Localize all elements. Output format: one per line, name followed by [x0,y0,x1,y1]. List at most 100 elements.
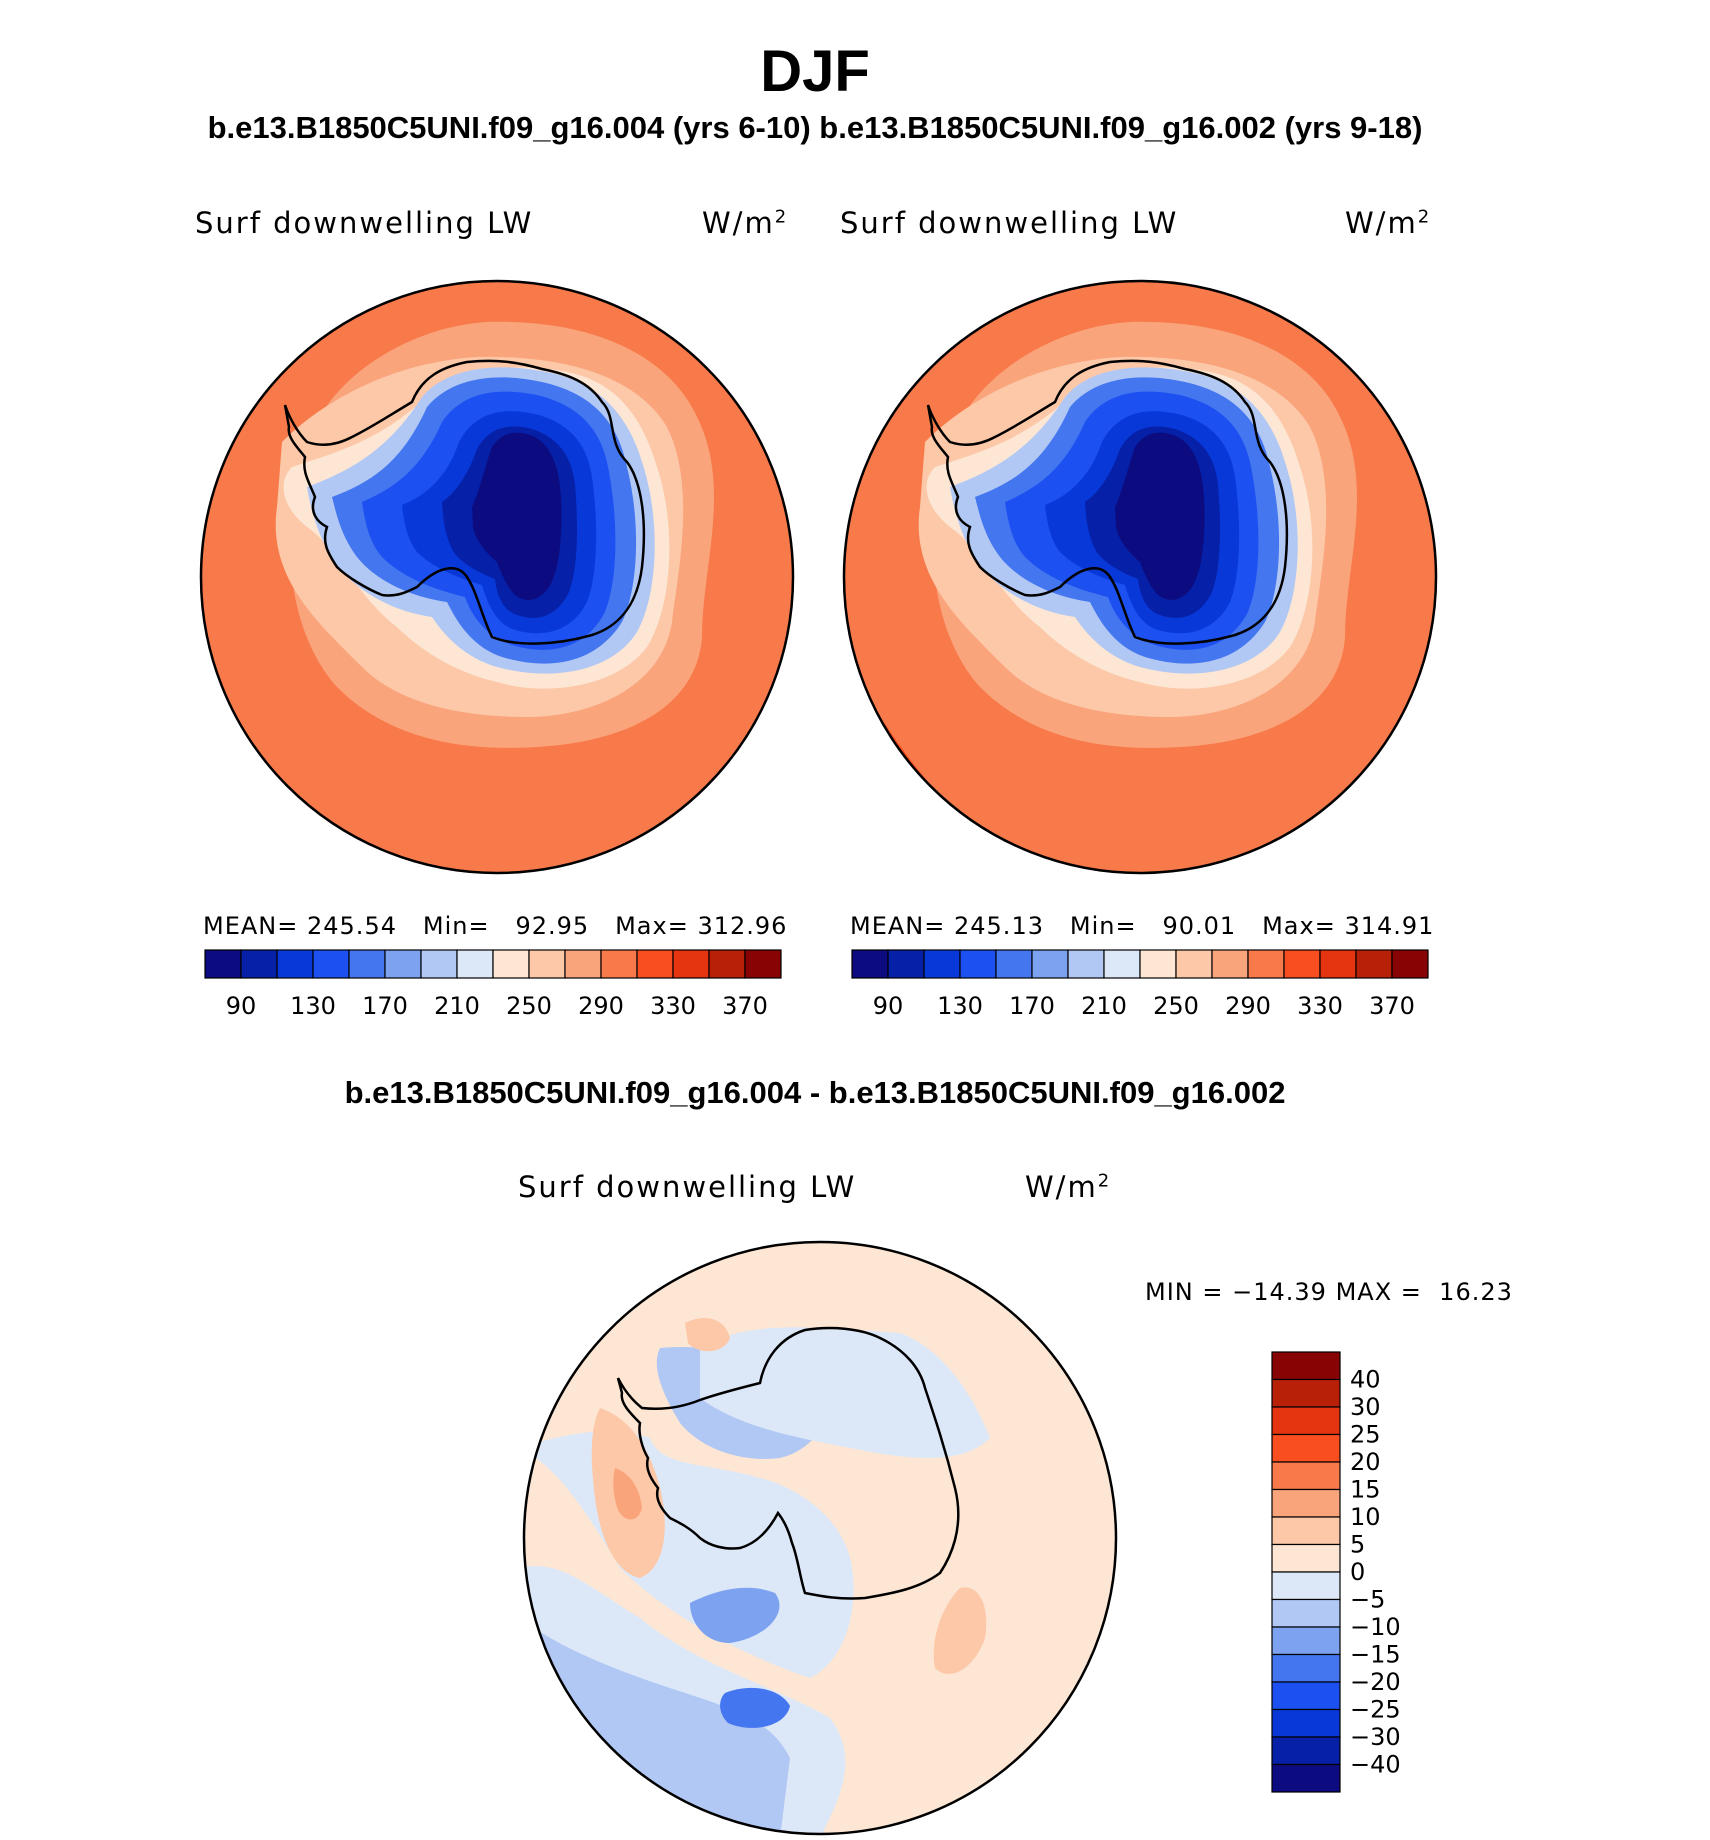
cbar3-swatch [1271,1461,1341,1491]
cbar1-swatch [276,949,314,979]
panel1-max-label: Max= [615,912,689,940]
cbar1-swatch [420,949,458,979]
cbar3-tick-label: −10 [1350,1613,1401,1641]
panel1-max: 312.96 [697,912,788,940]
diff-neg-region-5 [690,1587,780,1643]
cbar3-tick-label: 15 [1350,1476,1381,1504]
cbar2-swatch [851,949,889,979]
panel1-min-label: Min= [422,912,490,940]
cbar1-swatch [636,949,674,979]
cbar3-tick-label: −25 [1350,1696,1401,1724]
cbar3-swatch [1271,1763,1341,1793]
panel2-units-base: W/m [1345,206,1418,240]
cbar3-tick-label: 30 [1350,1393,1381,1421]
panel1-units: W/m2 [702,206,788,240]
cbar3-tick-label: −30 [1350,1723,1401,1751]
cbar3-swatch [1271,1351,1341,1381]
diff-units-exp: 2 [1097,1170,1112,1192]
diff-neg-region-6 [720,1687,790,1728]
cbar2-swatch [1391,949,1429,979]
panel2-units: W/m2 [1345,206,1431,240]
cbar2-swatch [1175,949,1213,979]
map-panel-diff [522,1240,1118,1836]
cbar3-swatch [1271,1736,1341,1766]
panel1-stats: MEAN= 245.54 Min= 92.95 Max= 312.96 [203,912,787,940]
panel1-variable: Surf downwelling LW [195,206,534,240]
cbar3-swatch [1271,1543,1341,1573]
diff-max: 16.23 [1439,1278,1513,1306]
colorbar-panel-2: 90 130 170 210 250 290 330 370 [851,949,1429,1020]
cbar3-swatch [1271,1406,1341,1436]
cbar2-swatch [1067,949,1105,979]
cbar2-tick-label: 170 [1009,992,1055,1020]
cbar1-swatch [672,949,710,979]
cbar3-tick-label: −20 [1350,1668,1401,1696]
diff-coastline [616,1326,960,1600]
cbar1-swatch [708,949,746,979]
diff-pos-region-3 [685,1318,730,1352]
cbar2-tick-label: 290 [1225,992,1271,1020]
cbar3-swatch [1271,1378,1341,1408]
cbar2-swatch [959,949,997,979]
diff-units-base: W/m [1025,1170,1098,1204]
cbar3-swatch [1271,1708,1341,1738]
panel2-min-label: Min= [1069,912,1137,940]
diff-map-border [522,1240,1118,1836]
cbar3-swatch [1271,1488,1341,1518]
map2-plateau-core [1115,432,1205,600]
cbar3-tick-label: 5 [1350,1531,1365,1559]
panel2-min: 90.01 [1162,912,1237,940]
cbar2-swatch [1247,949,1285,979]
diff-variable: Surf downwelling LW [518,1170,857,1204]
cbar1-swatch [600,949,638,979]
cbar2-swatch [1031,949,1069,979]
diff-units: W/m2 [1025,1170,1111,1204]
map-panel-1 [199,279,795,875]
cbar3-swatch [1271,1681,1341,1711]
colorbar-panel-1: 90 130 170 210 250 290 330 370 [204,949,782,1020]
cbar3-swatch [1271,1598,1341,1628]
cbar2-tick-label: 250 [1153,992,1199,1020]
cbar1-tick-label: 170 [362,992,408,1020]
panel1-mean: 245.54 [307,912,397,940]
map-panel-2 [842,279,1438,875]
panel2-units-exp: 2 [1417,206,1432,228]
map2-coastline [926,359,1289,645]
cbar3-tick-label: −40 [1350,1751,1401,1779]
diff-neg-region-4 [700,1327,990,1458]
cbar2-swatch [923,949,961,979]
panel2-max: 314.91 [1344,912,1435,940]
cbar2-tick-label: 90 [873,992,904,1020]
map1-plateau-core [472,432,562,600]
panel1-mean-label: MEAN= [203,912,299,940]
diff-subtitle: b.e13.B1850C5UNI.f09_g16.004 - b.e13.B18… [344,1075,1286,1110]
panel1-units-base: W/m [702,206,775,240]
cbar3-tick-label: 0 [1350,1558,1365,1586]
cbar1-swatch [240,949,278,979]
panel2-max-label: Max= [1262,912,1336,940]
cbar2-swatch [995,949,1033,979]
cbar2-tick-label: 210 [1081,992,1127,1020]
panel1-min: 92.95 [515,912,590,940]
diff-min: −14.39 [1232,1278,1327,1306]
cbar1-tick-label: 330 [650,992,696,1020]
cbar3-swatch [1271,1571,1341,1601]
diff-pos-region-2 [613,1468,642,1520]
cbar1-swatch [564,949,602,979]
cbar1-swatch [528,949,566,979]
cbar1-swatch [312,949,350,979]
cbar1-tick-label: 290 [578,992,624,1020]
cbar2-swatch [1211,949,1249,979]
map1-border [199,279,795,875]
diff-pos-region-4 [933,1587,987,1674]
cbar1-swatch [384,949,422,979]
cbar2-swatch [1103,949,1141,979]
top-subtitle: b.e13.B1850C5UNI.f09_g16.004 (yrs 6-10) … [207,110,1423,145]
cbar2-swatch [1283,949,1321,979]
cbar1-swatch [492,949,530,979]
cbar1-tick-label: 250 [506,992,552,1020]
map2-border [842,279,1438,875]
cbar3-swatch [1271,1433,1341,1463]
cbar3-tick-label: −15 [1350,1641,1401,1669]
